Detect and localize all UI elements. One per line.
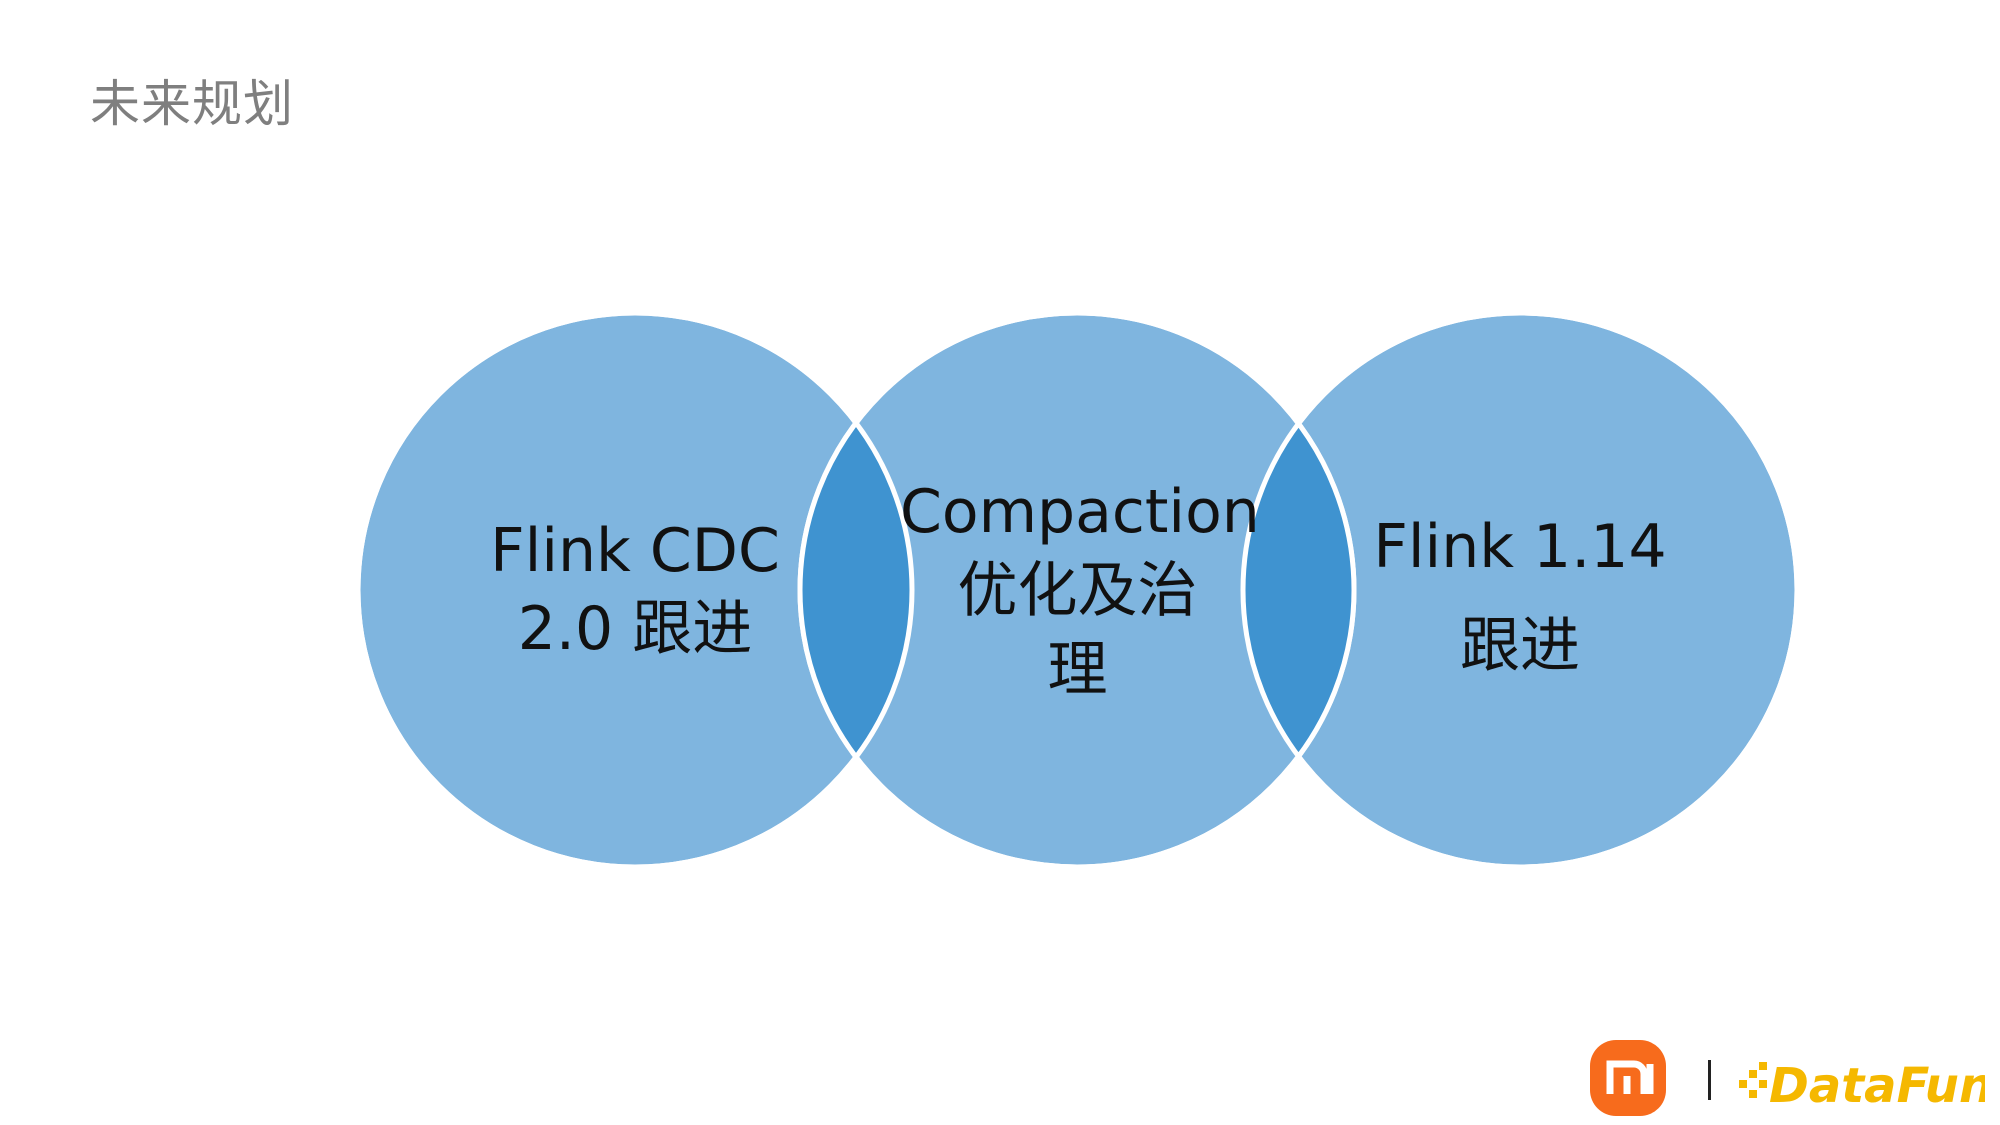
page-title: 未来规划 — [90, 75, 294, 133]
label-flink-114-line-1: Flink 1.14 — [1373, 512, 1667, 582]
datafun-mark-icon: DataFun. — [1739, 1058, 2000, 1114]
label-flink-cdc-line-1: Flink CDC — [490, 516, 780, 586]
label-compaction-line-1: Compaction — [900, 477, 1260, 547]
label-flink-114: Flink 1.14 跟进 — [1370, 498, 1670, 696]
label-compaction: Compaction 优化及治 理 — [900, 473, 1260, 711]
mi-logo-icon — [1590, 1040, 1666, 1116]
label-compaction-line-3: 理 — [1047, 635, 1108, 706]
label-flink-cdc-line-2: 2.0 跟进 — [517, 594, 753, 664]
logo-separator — [1708, 1060, 1711, 1100]
label-flink-cdc: Flink CDC 2.0 跟进 — [485, 512, 785, 668]
label-compaction-line-2: 优化及治 — [957, 556, 1198, 627]
svg-text:DataFun.: DataFun. — [1769, 1058, 1985, 1114]
label-flink-114-line-2: 跟进 — [1460, 611, 1580, 681]
datafun-logo: DataFun. — [1735, 1044, 2000, 1114]
